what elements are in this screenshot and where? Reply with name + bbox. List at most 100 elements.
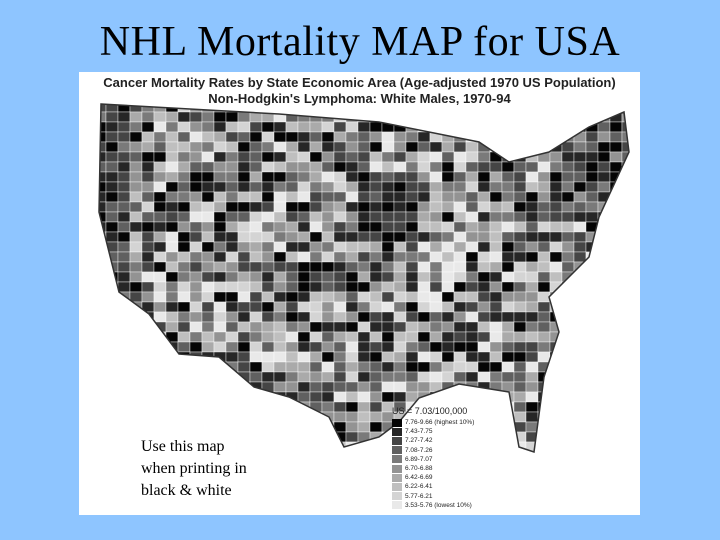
map-region bbox=[309, 351, 323, 363]
map-region bbox=[201, 401, 215, 413]
map-region bbox=[129, 181, 143, 193]
map-region bbox=[117, 331, 131, 343]
map-region bbox=[297, 391, 311, 403]
map-region bbox=[141, 241, 155, 253]
map-region bbox=[513, 141, 527, 153]
map-region bbox=[261, 341, 275, 353]
map-region bbox=[393, 241, 407, 253]
map-region bbox=[477, 341, 491, 353]
map-region bbox=[309, 241, 323, 253]
map-region bbox=[213, 221, 227, 233]
map-region bbox=[345, 371, 359, 383]
map-region bbox=[141, 211, 155, 223]
map-region bbox=[297, 451, 311, 452]
map-region bbox=[453, 151, 467, 163]
map-region bbox=[597, 391, 611, 403]
map-region bbox=[153, 341, 167, 353]
map-region bbox=[153, 371, 167, 383]
map-region bbox=[333, 341, 347, 353]
map-region bbox=[117, 351, 131, 363]
map-region bbox=[609, 201, 623, 213]
map-region bbox=[165, 281, 179, 293]
map-region bbox=[381, 211, 395, 223]
map-region bbox=[201, 161, 215, 173]
map-region bbox=[225, 421, 239, 433]
map-region bbox=[597, 291, 611, 303]
map-region bbox=[393, 341, 407, 353]
map-region bbox=[525, 191, 539, 203]
map-region bbox=[285, 321, 299, 333]
map-region bbox=[441, 181, 455, 193]
map-region bbox=[465, 291, 479, 303]
map-region bbox=[153, 241, 167, 253]
map-region bbox=[477, 301, 491, 313]
map-region bbox=[141, 161, 155, 173]
map-region bbox=[609, 341, 623, 353]
map-region bbox=[513, 301, 527, 313]
map-region bbox=[165, 211, 179, 223]
map-region bbox=[129, 391, 143, 403]
map-region bbox=[237, 251, 251, 263]
map-region bbox=[441, 221, 455, 233]
map-region bbox=[129, 211, 143, 223]
map-region bbox=[369, 261, 383, 273]
map-region bbox=[345, 321, 359, 333]
map-region bbox=[465, 181, 479, 193]
map-region bbox=[465, 331, 479, 343]
map-region bbox=[525, 291, 539, 303]
map-region bbox=[117, 201, 131, 213]
map-region bbox=[357, 351, 371, 363]
map-region bbox=[333, 121, 347, 133]
map-region bbox=[393, 271, 407, 283]
map-region bbox=[141, 171, 155, 183]
map-region bbox=[177, 121, 191, 133]
legend-label: 6.22-6.41 bbox=[405, 483, 433, 491]
map-region bbox=[369, 331, 383, 343]
map-region bbox=[417, 131, 431, 143]
map-region bbox=[201, 301, 215, 313]
map-region bbox=[141, 351, 155, 363]
map-region bbox=[597, 171, 611, 183]
map-region bbox=[321, 171, 335, 183]
map-region bbox=[609, 231, 623, 243]
legend-label: 6.89-7.07 bbox=[405, 455, 433, 463]
map-region bbox=[189, 311, 203, 323]
map-region bbox=[357, 411, 371, 423]
map-region bbox=[609, 261, 623, 273]
map-region bbox=[129, 341, 143, 353]
map-region bbox=[129, 331, 143, 343]
map-region bbox=[465, 351, 479, 363]
map-region bbox=[189, 351, 203, 363]
map-region bbox=[321, 321, 335, 333]
map-region bbox=[489, 321, 503, 333]
map-region bbox=[333, 351, 347, 363]
map-region bbox=[453, 251, 467, 263]
map-region bbox=[201, 271, 215, 283]
map-region bbox=[465, 171, 479, 183]
map-region bbox=[489, 211, 503, 223]
map-region bbox=[129, 131, 143, 143]
map-region bbox=[321, 141, 335, 153]
map-region bbox=[129, 121, 143, 133]
map-region bbox=[117, 131, 131, 143]
map-region bbox=[129, 111, 143, 123]
map-region bbox=[453, 331, 467, 343]
map-region bbox=[153, 401, 167, 413]
map-region bbox=[117, 421, 131, 433]
map-region bbox=[393, 291, 407, 303]
map-region bbox=[501, 291, 515, 303]
map-region bbox=[261, 371, 275, 383]
map-region bbox=[321, 231, 335, 243]
map-region bbox=[321, 221, 335, 233]
map-region bbox=[357, 301, 371, 313]
map-region bbox=[201, 331, 215, 343]
map-region bbox=[489, 291, 503, 303]
map-region bbox=[381, 281, 395, 293]
map-region bbox=[393, 191, 407, 203]
map-region bbox=[369, 121, 383, 133]
map-region bbox=[285, 141, 299, 153]
map-region bbox=[153, 181, 167, 193]
map-region bbox=[405, 351, 419, 363]
map-region bbox=[285, 371, 299, 383]
map-region bbox=[369, 201, 383, 213]
